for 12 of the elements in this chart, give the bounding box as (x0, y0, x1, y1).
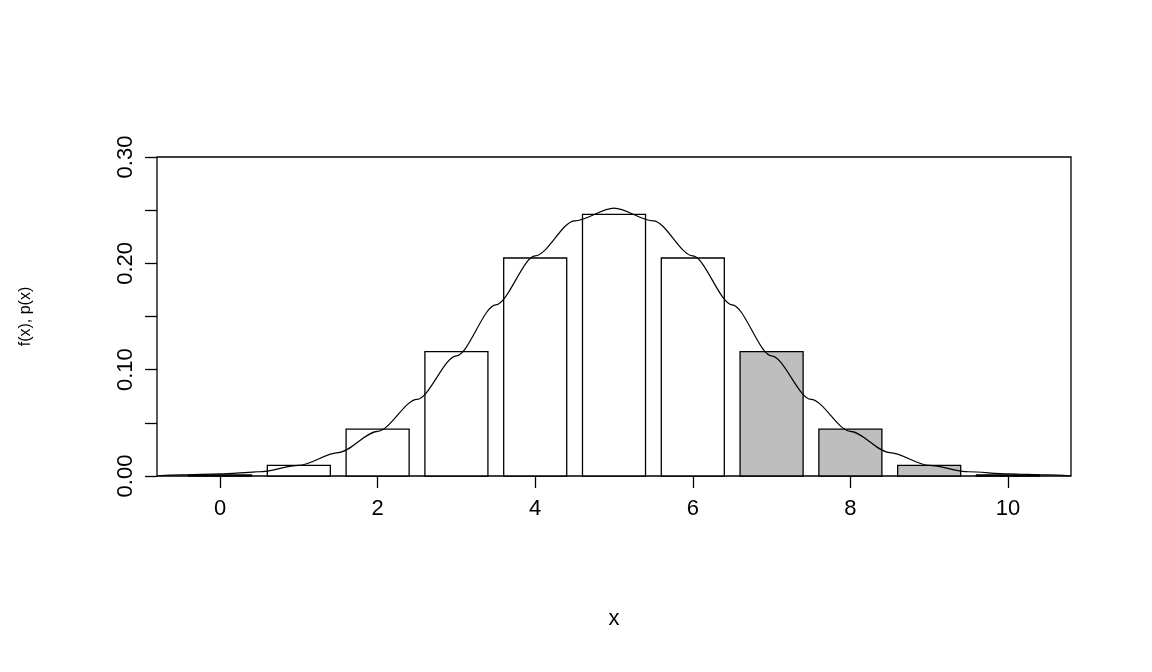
y-axis-title: f(x), p(x) (15, 286, 33, 347)
x-tick-label: 6 (686, 494, 699, 520)
x-tick-label: 8 (844, 494, 857, 520)
x-tick-label: 2 (371, 494, 384, 520)
y-tick-label: 0.20 (111, 241, 137, 285)
x-axis-title: x (608, 604, 620, 630)
y-tick-label: 0.30 (111, 135, 137, 179)
y-tick-label: 0.00 (111, 454, 137, 498)
x-tick-label: 10 (995, 494, 1021, 520)
y-tick-label: 0.10 (111, 348, 137, 392)
x-tick-label: 4 (529, 494, 542, 520)
x-tick-label: 0 (213, 494, 227, 520)
